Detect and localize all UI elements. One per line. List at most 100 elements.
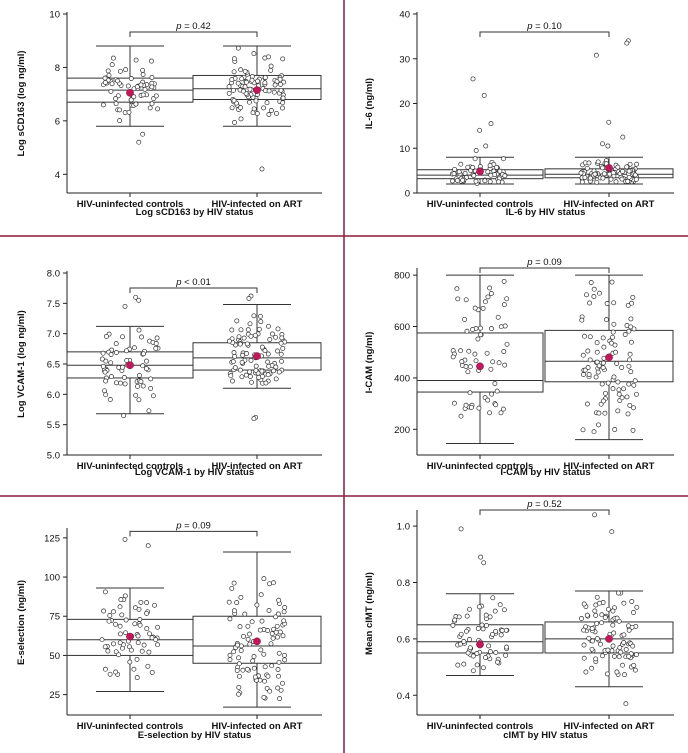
- data-point: [226, 90, 232, 96]
- data-point: [261, 105, 267, 111]
- box-hiv-infected: [544, 274, 674, 441]
- data-point: [138, 379, 144, 384]
- data-points: [450, 526, 510, 674]
- data-point: [107, 397, 113, 402]
- data-point: [108, 374, 114, 380]
- data-point: [153, 93, 159, 99]
- data-point: [458, 161, 464, 167]
- data-point: [586, 635, 592, 641]
- y-axis-label: IL-6 (ng/ml): [364, 78, 375, 129]
- box-hiv-infected: [192, 293, 322, 422]
- data-point: [277, 629, 283, 635]
- data-point: [464, 328, 470, 334]
- data-point: [277, 76, 283, 82]
- data-point: [123, 67, 129, 73]
- data-point: [275, 634, 280, 640]
- data-point: [99, 356, 105, 362]
- data-point: [604, 671, 610, 677]
- data-point: [626, 627, 632, 633]
- data-points: [226, 45, 287, 172]
- data-point: [229, 585, 235, 591]
- data-point: [269, 663, 275, 669]
- data-point: [495, 314, 501, 320]
- data-point: [235, 80, 241, 86]
- chart-caption: E-selection by HIV status: [138, 730, 252, 741]
- data-point: [251, 51, 257, 57]
- data-point: [230, 359, 236, 365]
- data-point: [626, 174, 632, 180]
- data-point: [578, 170, 584, 176]
- data-point: [140, 363, 146, 369]
- data-point: [133, 101, 139, 107]
- data-point: [136, 327, 142, 333]
- data-point: [278, 81, 284, 87]
- data-point: [144, 626, 150, 632]
- data-point: [275, 611, 281, 617]
- box-hiv-uninfected: [416, 274, 544, 444]
- data-point: [634, 161, 640, 167]
- data-point: [246, 99, 252, 105]
- data-point: [603, 317, 609, 323]
- data-point: [626, 168, 632, 174]
- data-point: [258, 319, 264, 325]
- data-point: [124, 358, 130, 363]
- y-tick-label: 200: [394, 425, 410, 436]
- data-point: [490, 631, 495, 637]
- chart-panel-4: 200 400 600 800 I-CAM (ng/ml) HIV-uninfected …: [364, 257, 674, 478]
- data-point: [275, 667, 281, 672]
- data-point: [115, 93, 121, 99]
- outlier-point: [122, 303, 128, 309]
- data-point: [102, 666, 108, 672]
- data-point: [596, 410, 602, 416]
- data-point: [267, 688, 273, 694]
- data-point: [472, 156, 478, 162]
- data-point: [153, 345, 159, 351]
- data-point: [229, 327, 235, 333]
- data-point: [623, 647, 629, 652]
- chart-caption: cIMT by HIV status: [503, 730, 587, 741]
- data-point: [266, 323, 271, 329]
- x-category-label: HIV-uninfected controls: [77, 461, 184, 472]
- data-point: [113, 621, 118, 627]
- data-point: [249, 619, 255, 625]
- box-hiv-uninfected: [416, 526, 544, 677]
- data-point: [149, 669, 155, 675]
- data-point: [458, 413, 464, 419]
- data-point: [476, 604, 482, 610]
- data-point: [501, 302, 507, 308]
- y-tick-label: 1.0: [397, 522, 410, 533]
- data-point: [591, 294, 597, 299]
- data-point: [149, 101, 155, 107]
- data-point: [489, 326, 494, 332]
- data-point: [279, 335, 285, 341]
- data-point: [475, 626, 481, 631]
- data-point: [232, 365, 238, 371]
- data-point: [486, 643, 492, 649]
- data-point: [126, 109, 132, 115]
- data-point: [99, 637, 105, 643]
- data-point: [238, 594, 244, 600]
- data-point: [630, 643, 636, 649]
- data-point: [600, 175, 606, 181]
- data-point: [245, 636, 251, 642]
- data-point: [581, 601, 587, 607]
- data-point: [628, 316, 634, 322]
- data-points: [579, 512, 640, 707]
- data-point: [493, 628, 499, 634]
- data-point: [615, 164, 621, 170]
- y-tick-label: 5.5: [47, 420, 60, 431]
- data-point: [484, 350, 490, 356]
- data-point: [621, 640, 627, 645]
- data-point: [238, 116, 244, 122]
- data-point: [461, 661, 467, 667]
- data-point: [102, 80, 108, 85]
- data-point: [244, 351, 249, 356]
- data-point: [628, 339, 634, 345]
- data-point: [259, 344, 265, 350]
- data-point: [483, 612, 489, 618]
- data-point: [587, 334, 593, 340]
- data-point: [107, 671, 113, 677]
- data-point: [479, 622, 485, 628]
- data-point: [619, 395, 625, 401]
- data-point: [113, 380, 119, 386]
